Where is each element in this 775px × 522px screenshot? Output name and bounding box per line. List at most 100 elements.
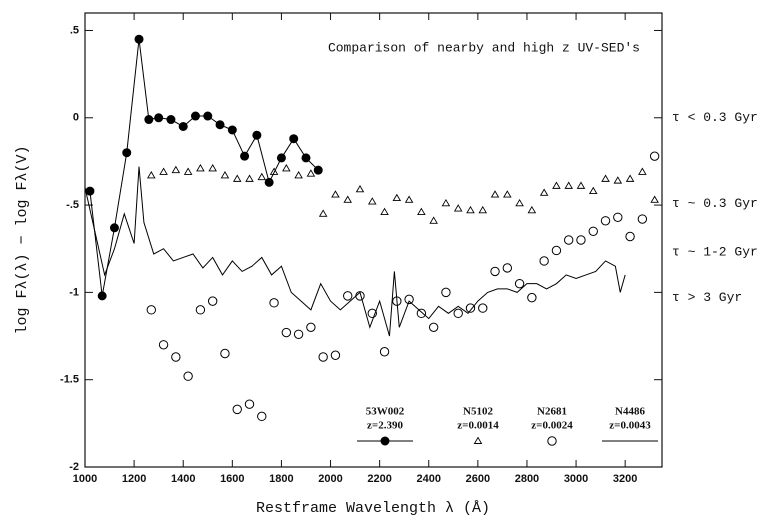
open-marker	[244, 399, 255, 409]
filled-marker	[134, 34, 144, 44]
triangle-marker	[515, 198, 524, 207]
triangle-marker	[171, 165, 181, 174]
open-marker	[428, 322, 439, 333]
y-tick-label: -1	[69, 286, 79, 298]
open-marker	[465, 303, 476, 313]
open-marker	[220, 348, 230, 359]
open-marker	[404, 294, 414, 305]
legend-name: N5102	[463, 406, 493, 418]
triangle-marker	[196, 164, 205, 172]
open-marker	[330, 350, 341, 360]
legend-name: N4486	[615, 406, 645, 418]
legend-redshift: z=0.0014	[457, 420, 499, 432]
filled-marker	[203, 111, 213, 121]
triangle-marker	[294, 170, 303, 179]
x-tick-label: 1400	[171, 473, 195, 485]
x-tick-label: 2400	[417, 473, 441, 485]
triangle-marker	[625, 174, 635, 182]
x-axis-label: Restframe Wavelength λ (Å)	[256, 500, 490, 517]
triangle-marker	[159, 167, 168, 175]
filled-marker	[289, 134, 299, 144]
triangle-marker	[539, 188, 549, 196]
open-marker	[478, 303, 488, 313]
open-marker	[379, 347, 390, 357]
x-tick-label: 1600	[220, 473, 244, 485]
open-marker	[600, 216, 611, 226]
open-marker	[367, 308, 377, 319]
open-marker	[453, 308, 463, 319]
filled-marker	[252, 130, 262, 140]
open-marker	[207, 296, 218, 306]
triangle-marker	[478, 205, 488, 214]
legend-redshift: z=0.0024	[531, 420, 573, 432]
filled-marker	[301, 153, 311, 163]
filled-marker	[264, 177, 274, 187]
triangle-marker	[552, 181, 561, 189]
open-marker	[514, 278, 525, 289]
triangle-marker	[380, 207, 389, 216]
annotation: τ ~ 1-2 Gyr	[672, 245, 758, 260]
triangle-marker	[490, 190, 500, 198]
filled-marker	[109, 223, 119, 233]
triangle-marker	[576, 181, 586, 189]
open-marker	[547, 436, 557, 446]
triangle-marker	[650, 195, 659, 203]
triangle-marker	[564, 181, 573, 189]
filled-marker	[313, 165, 323, 175]
open-marker	[649, 151, 660, 161]
x-tick-label: 1000	[73, 473, 97, 485]
series-line	[89, 39, 319, 296]
open-marker	[613, 212, 623, 223]
triangle-marker	[257, 172, 267, 181]
filled-marker	[227, 125, 237, 135]
filled-marker	[178, 122, 188, 131]
triangle-marker	[473, 436, 483, 444]
triangle-marker	[343, 195, 353, 203]
open-marker	[171, 352, 181, 362]
open-marker	[563, 235, 574, 245]
x-tick-label: 2000	[318, 473, 342, 485]
y-tick-label: -2	[69, 461, 79, 473]
legend-name: 53W002	[366, 406, 405, 418]
triangle-marker	[245, 174, 254, 182]
open-marker	[588, 226, 598, 236]
filled-marker	[85, 186, 95, 196]
open-marker	[183, 371, 193, 381]
filled-marker	[190, 111, 200, 121]
triangle-marker	[269, 167, 279, 175]
open-marker	[281, 327, 292, 338]
triangle-marker	[613, 176, 623, 184]
filled-marker	[276, 153, 286, 163]
y-axis-label: log Fλ(λ) − log Fλ(V)	[14, 145, 31, 334]
x-tick-label: 2800	[515, 473, 539, 485]
y-tick-label: -.5	[66, 199, 79, 211]
triangle-marker	[318, 209, 328, 217]
x-tick-label: 1800	[269, 473, 293, 485]
y-tick-label: 0	[73, 112, 79, 124]
triangle-marker	[527, 205, 537, 214]
filled-marker	[97, 291, 107, 301]
annotation: τ ~ 0.3 Gyr	[672, 196, 758, 211]
triangle-marker	[331, 190, 340, 198]
open-marker	[416, 308, 427, 319]
triangle-marker	[466, 205, 475, 214]
filled-marker	[144, 115, 154, 125]
triangle-marker	[417, 207, 426, 216]
triangle-marker	[367, 197, 377, 205]
triangle-marker	[503, 190, 512, 198]
triangle-marker	[220, 170, 230, 179]
annotation: τ < 0.3 Gyr	[672, 110, 758, 125]
triangle-marker	[441, 198, 451, 207]
triangle-marker	[601, 174, 610, 182]
triangle-marker	[147, 170, 156, 179]
open-marker	[257, 411, 267, 422]
open-marker	[232, 404, 242, 415]
open-marker	[293, 329, 304, 339]
filled-marker	[154, 113, 164, 123]
triangle-marker	[232, 174, 242, 182]
triangle-marker	[429, 216, 438, 224]
legend-redshift: z=2.390	[367, 420, 403, 432]
open-marker	[269, 298, 279, 308]
